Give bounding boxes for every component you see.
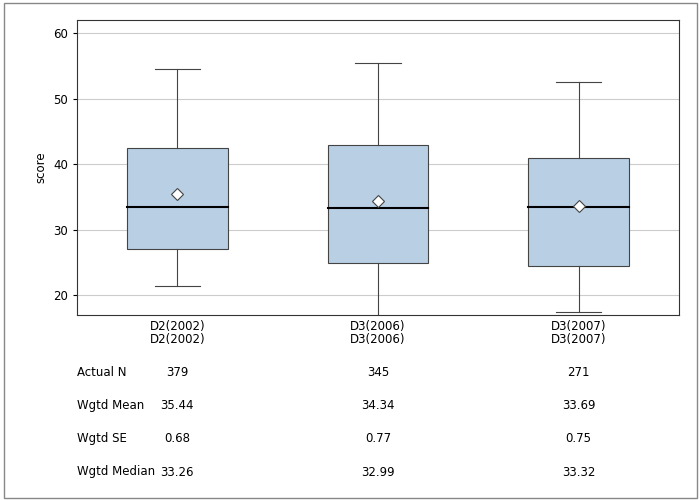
Text: 345: 345 [367,366,389,379]
Bar [328,144,428,262]
Text: 33.26: 33.26 [160,466,194,478]
Text: Wgtd Median: Wgtd Median [77,466,155,478]
Text: 33.69: 33.69 [562,399,596,412]
Text: Wgtd Mean: Wgtd Mean [77,399,144,412]
Text: 33.32: 33.32 [562,466,596,478]
Text: D3(2006): D3(2006) [350,332,406,345]
Text: 379: 379 [166,366,188,379]
Text: 0.68: 0.68 [164,432,190,446]
Text: 34.34: 34.34 [361,399,395,412]
Text: 0.75: 0.75 [566,432,592,446]
Text: 32.99: 32.99 [361,466,395,478]
Text: 0.77: 0.77 [365,432,391,446]
Bar [528,158,629,266]
Text: 271: 271 [568,366,590,379]
Text: D2(2002): D2(2002) [150,332,205,345]
Text: D3(2007): D3(2007) [551,332,606,345]
Y-axis label: score: score [34,152,48,184]
Text: Actual N: Actual N [77,366,127,379]
Text: Wgtd SE: Wgtd SE [77,432,127,446]
Bar [127,148,228,250]
Text: 35.44: 35.44 [160,399,194,412]
